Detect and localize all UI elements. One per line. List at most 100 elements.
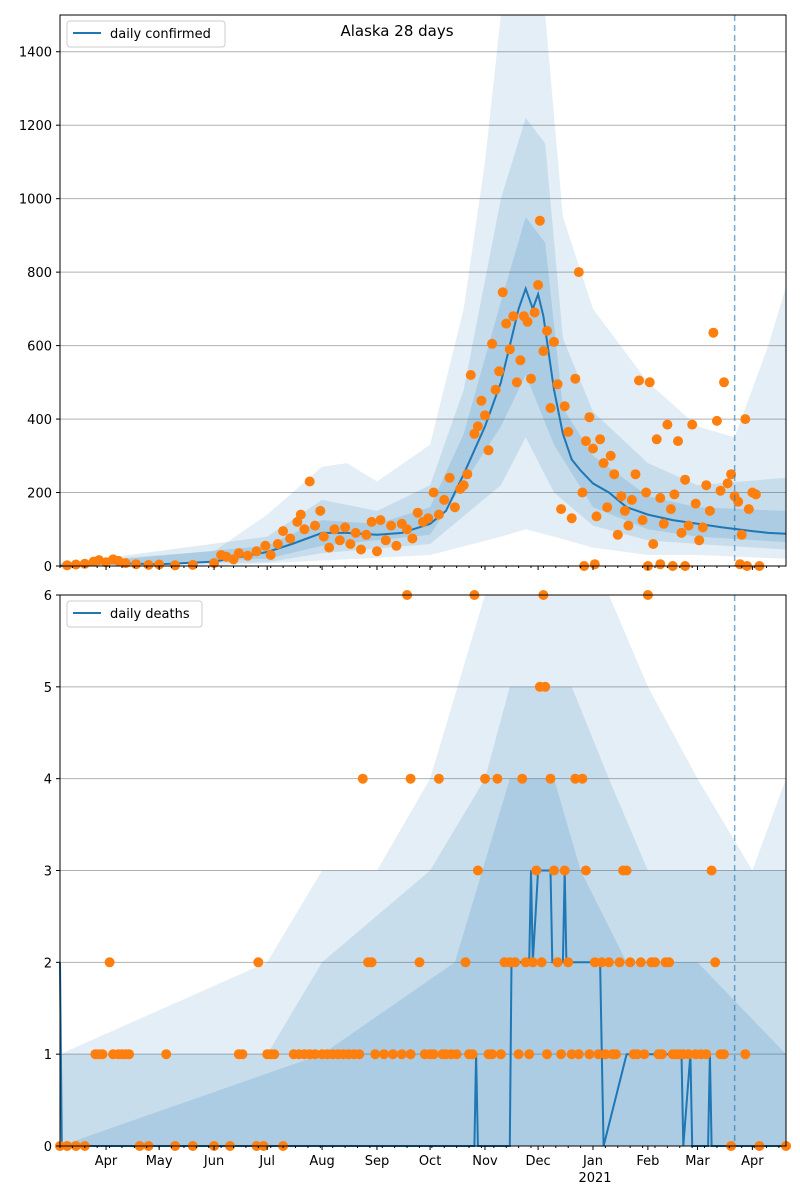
confirmed-data-point [665, 504, 676, 515]
deaths-data-point [124, 1049, 135, 1060]
confirmed-data-point [187, 559, 198, 570]
deaths-data-point [657, 1049, 667, 1060]
confirmed-data-point [595, 434, 606, 445]
x-tick-label: Apr [741, 1154, 764, 1169]
deaths-data-point [451, 1049, 462, 1060]
confirmed-data-point [559, 401, 570, 412]
confirmed-data-point [356, 544, 366, 555]
confirmed-y-tick-label: 600 [27, 340, 52, 355]
confirmed-data-point [487, 338, 498, 349]
confirmed-data-point [350, 527, 361, 538]
confirmed-data-point [626, 494, 637, 505]
confirmed-uncertainty-bands [60, 15, 786, 567]
deaths-data-point [625, 957, 636, 968]
deaths-data-point [621, 865, 632, 876]
x-tick-label: Oct [419, 1154, 441, 1169]
confirmed-data-point [458, 480, 469, 491]
confirmed-data-point [616, 491, 627, 502]
confirmed-data-point [676, 527, 687, 538]
deaths-data-point [97, 1049, 108, 1060]
deaths-data-point [354, 1049, 365, 1060]
deaths-data-point [405, 773, 416, 784]
confirmed-data-point [285, 533, 296, 544]
deaths-data-point [536, 957, 547, 968]
confirmed-data-point [380, 535, 391, 546]
deaths-data-point [492, 773, 503, 784]
confirmed-data-point [469, 428, 480, 439]
deaths-data-point [460, 957, 471, 968]
deaths-data-point [740, 1049, 751, 1060]
confirmed-data-point [589, 559, 600, 570]
deaths-legend: daily deaths [66, 600, 203, 628]
confirmed-data-point [260, 540, 271, 551]
confirmed-data-point [545, 403, 556, 413]
confirmed-data-point [715, 485, 726, 496]
confirmed-data-point [609, 469, 620, 480]
chart-title: Alaska 28 days [340, 22, 453, 40]
deaths-data-point [531, 865, 542, 876]
confirmed-data-point [315, 505, 326, 516]
deaths-data-point [269, 1049, 280, 1060]
confirmed-data-point [552, 379, 563, 390]
deaths-data-point [650, 957, 660, 968]
deaths-data-point [379, 1049, 389, 1060]
deaths-data-point [577, 773, 588, 784]
confirmed-data-point [304, 476, 315, 487]
deaths-data-point [540, 681, 551, 692]
confirmed-data-point [630, 469, 641, 480]
confirmed-data-point [265, 550, 276, 560]
confirmed-data-point [62, 560, 73, 571]
deaths-data-point [414, 957, 425, 968]
confirmed-data-point [170, 560, 181, 571]
x-tick-label: Nov [472, 1154, 498, 1169]
confirmed-data-point [472, 421, 483, 432]
deaths-data-point [472, 865, 483, 876]
confirmed-y-tick-label: 1200 [19, 119, 52, 134]
confirmed-data-point [508, 311, 519, 322]
deaths-data-point [387, 1049, 398, 1060]
confirmed-data-point [542, 325, 552, 336]
confirmed-data-point [655, 493, 666, 503]
confirmed-data-point [722, 478, 733, 489]
confirmed-data-point [673, 436, 683, 447]
confirmed-y-tick-label: 1400 [19, 46, 52, 61]
deaths-data-point [552, 957, 563, 968]
deaths-y-tick-label: 0 [44, 1140, 52, 1155]
deaths-observed-points [55, 590, 791, 1151]
deaths-data-point [487, 1049, 498, 1060]
x-tick-label: Mar [685, 1154, 710, 1169]
deaths-legend-label: daily deaths [110, 607, 190, 622]
confirmed-data-point [669, 489, 680, 500]
deaths-data-point [357, 773, 368, 784]
deaths-data-point [527, 957, 538, 968]
deaths-data-point [253, 957, 264, 968]
confirmed-data-point [439, 494, 450, 505]
deaths-data-point [635, 957, 646, 968]
confirmed-data-point [251, 546, 262, 557]
deaths-data-point [611, 1049, 621, 1060]
confirmed-data-point [641, 487, 652, 498]
confirmed-data-point [299, 524, 310, 535]
deaths-data-point [480, 773, 490, 784]
x-tick-label: Apr [95, 1154, 118, 1169]
confirmed-data-point [345, 539, 356, 549]
deaths-data-point [563, 957, 574, 968]
deaths-data-point [524, 1049, 535, 1060]
confirmed-data-point [584, 412, 595, 423]
deaths-data-point [495, 1049, 506, 1060]
confirmed-data-point [612, 529, 623, 540]
confirmed-data-point [515, 355, 526, 366]
confirmed-data-point [402, 524, 413, 535]
confirmed-data-point [511, 377, 522, 388]
deaths-data-point [683, 1049, 694, 1060]
deaths-data-point [520, 957, 531, 968]
confirmed-data-point [655, 559, 666, 570]
confirmed-data-point [433, 509, 444, 520]
confirmed-data-point [361, 529, 372, 540]
confirmed-data-point [412, 507, 423, 518]
confirmed-data-point [598, 458, 609, 469]
confirmed-data-point [340, 522, 351, 533]
confirmed-data-point [465, 370, 476, 380]
confirmed-data-point [651, 434, 662, 445]
confirmed-data-point [637, 515, 648, 526]
